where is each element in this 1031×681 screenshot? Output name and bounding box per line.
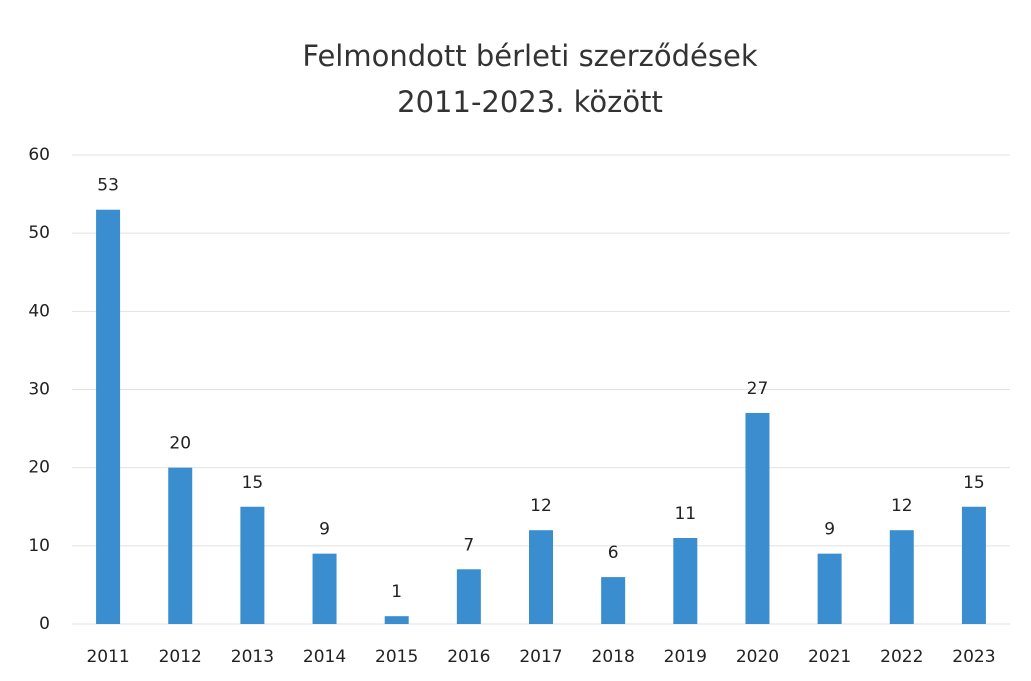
data-label: 20 xyxy=(169,434,191,454)
y-tick-label: 0 xyxy=(39,614,50,634)
y-tick-label: 50 xyxy=(28,223,50,243)
x-tick-label: 2016 xyxy=(447,647,490,667)
y-tick-label: 20 xyxy=(28,458,50,478)
x-tick-label: 2014 xyxy=(303,647,346,667)
data-label: 12 xyxy=(891,496,913,516)
bar xyxy=(889,530,914,624)
bar xyxy=(240,506,265,624)
y-tick-label: 60 xyxy=(28,145,50,165)
data-label: 15 xyxy=(242,473,264,493)
y-tick-label: 10 xyxy=(28,536,50,556)
data-label: 1 xyxy=(391,582,402,602)
data-label: 6 xyxy=(608,543,619,563)
bar xyxy=(961,506,986,624)
data-label: 15 xyxy=(963,473,985,493)
y-tick-label: 40 xyxy=(28,301,50,321)
x-tick-label: 2015 xyxy=(375,647,418,667)
bar xyxy=(529,530,553,624)
bar xyxy=(384,616,409,624)
bar xyxy=(745,412,770,624)
x-tick-label: 2020 xyxy=(736,647,779,667)
x-tick-label: 2021 xyxy=(808,647,851,667)
x-tick-label: 2023 xyxy=(952,647,995,667)
chart-title: 2011-2023. között xyxy=(397,85,663,119)
bar xyxy=(96,209,121,624)
x-tick-label: 2011 xyxy=(86,647,129,667)
data-label: 7 xyxy=(463,535,474,555)
data-label: 11 xyxy=(674,504,696,524)
chart-title: Felmondott bérleti szerződések xyxy=(302,39,757,73)
x-tick-label: 2012 xyxy=(159,647,202,667)
bar xyxy=(817,553,842,624)
data-label: 9 xyxy=(319,520,330,540)
bar xyxy=(456,569,481,624)
data-label: 53 xyxy=(97,176,119,196)
bar xyxy=(601,577,626,624)
data-label: 27 xyxy=(747,379,769,399)
y-tick-label: 30 xyxy=(28,380,50,400)
x-tick-label: 2019 xyxy=(664,647,707,667)
x-tick-label: 2018 xyxy=(592,647,635,667)
x-tick-label: 2013 xyxy=(231,647,274,667)
bar xyxy=(168,467,193,624)
bar xyxy=(312,553,337,624)
x-tick-label: 2022 xyxy=(880,647,923,667)
data-label: 12 xyxy=(530,496,552,516)
x-tick-label: 2017 xyxy=(519,647,562,667)
data-label: 9 xyxy=(824,520,835,540)
bar xyxy=(673,538,698,624)
